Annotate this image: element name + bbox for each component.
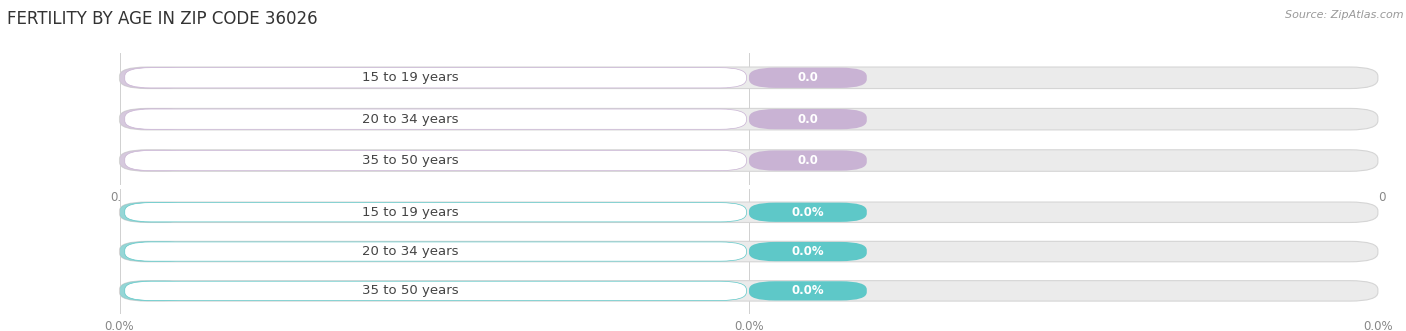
Text: 35 to 50 years: 35 to 50 years [363, 284, 458, 297]
FancyBboxPatch shape [125, 242, 747, 261]
FancyBboxPatch shape [125, 281, 747, 301]
Text: 0.0: 0.0 [797, 71, 818, 84]
Text: FERTILITY BY AGE IN ZIP CODE 36026: FERTILITY BY AGE IN ZIP CODE 36026 [7, 10, 318, 28]
Text: 15 to 19 years: 15 to 19 years [363, 206, 458, 219]
FancyBboxPatch shape [120, 202, 191, 222]
FancyBboxPatch shape [120, 241, 1378, 262]
FancyBboxPatch shape [125, 150, 747, 171]
Text: 20 to 34 years: 20 to 34 years [363, 113, 458, 126]
FancyBboxPatch shape [749, 109, 866, 129]
FancyBboxPatch shape [120, 202, 1378, 222]
FancyBboxPatch shape [120, 281, 1378, 301]
FancyBboxPatch shape [120, 150, 191, 171]
FancyBboxPatch shape [120, 108, 1378, 130]
FancyBboxPatch shape [749, 68, 866, 88]
Text: 35 to 50 years: 35 to 50 years [363, 154, 458, 167]
FancyBboxPatch shape [120, 67, 191, 88]
FancyBboxPatch shape [749, 150, 866, 171]
Text: 0.0%: 0.0% [792, 206, 824, 219]
Text: 0.0%: 0.0% [792, 284, 824, 297]
FancyBboxPatch shape [120, 67, 1378, 88]
Text: Source: ZipAtlas.com: Source: ZipAtlas.com [1285, 10, 1403, 20]
FancyBboxPatch shape [125, 203, 747, 222]
FancyBboxPatch shape [120, 241, 191, 262]
FancyBboxPatch shape [125, 68, 747, 88]
FancyBboxPatch shape [120, 281, 191, 301]
FancyBboxPatch shape [749, 281, 866, 301]
Text: 15 to 19 years: 15 to 19 years [363, 71, 458, 84]
FancyBboxPatch shape [120, 150, 1378, 171]
FancyBboxPatch shape [125, 109, 747, 129]
Text: 0.0: 0.0 [797, 154, 818, 167]
Text: 0.0: 0.0 [797, 113, 818, 126]
Text: 0.0%: 0.0% [792, 245, 824, 258]
FancyBboxPatch shape [749, 203, 866, 222]
Text: 20 to 34 years: 20 to 34 years [363, 245, 458, 258]
FancyBboxPatch shape [749, 242, 866, 261]
FancyBboxPatch shape [120, 108, 191, 130]
